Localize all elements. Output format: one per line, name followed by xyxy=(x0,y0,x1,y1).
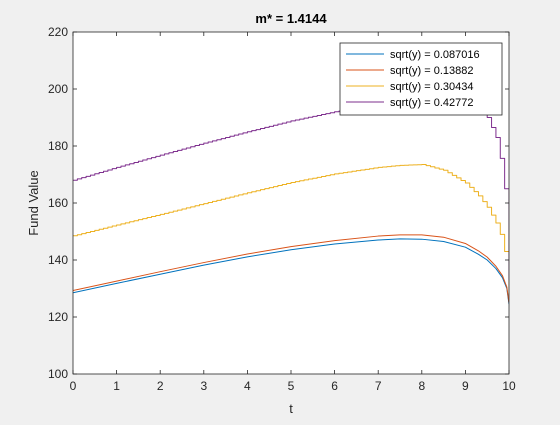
x-tick-label: 1 xyxy=(113,379,120,393)
legend-box xyxy=(339,42,503,116)
legend-label: sqrt(y) = 0.13882 xyxy=(390,65,473,77)
x-tick-label: 9 xyxy=(462,379,469,393)
x-tick-label: 7 xyxy=(375,379,382,393)
series-line-1 xyxy=(73,238,509,305)
x-tick-label: 10 xyxy=(502,379,516,393)
legend-label: sqrt(y) = 0.42772 xyxy=(390,97,473,109)
x-tick-label: 4 xyxy=(244,379,251,393)
x-tick-label: 0 xyxy=(70,379,77,393)
x-axis-label: t xyxy=(289,401,293,416)
x-axis: 0 1 2 3 4 5 6 7 8 9 10 xyxy=(70,32,516,393)
x-tick-label: 5 xyxy=(288,379,295,393)
chart-title: m* = 1.4144 xyxy=(255,11,327,26)
y-tick-label: 220 xyxy=(48,25,68,39)
legend-label: sqrt(y) = 0.087016 xyxy=(390,49,480,61)
x-tick-label: 8 xyxy=(418,379,425,393)
y-tick-label: 160 xyxy=(48,196,68,210)
legend-label: sqrt(y) = 0.30434 xyxy=(390,81,473,93)
x-tick-label: 6 xyxy=(331,379,338,393)
y-axis-label: Fund Value xyxy=(26,170,41,236)
y-tick-label: 200 xyxy=(48,82,68,96)
y-tick-label: 120 xyxy=(48,310,68,324)
legend: sqrt(y) = 0.087016 sqrt(y) = 0.13882 sqrt(… xyxy=(339,42,503,116)
y-tick-label: 180 xyxy=(48,139,68,153)
series-line-3 xyxy=(73,164,509,295)
series-line-2 xyxy=(73,234,509,303)
x-tick-label: 3 xyxy=(200,379,207,393)
y-axis: 100 120 140 160 180 200 220 xyxy=(48,25,509,381)
y-tick-label: 140 xyxy=(48,253,68,267)
y-tick-label: 100 xyxy=(48,367,68,381)
x-tick-label: 2 xyxy=(157,379,164,393)
